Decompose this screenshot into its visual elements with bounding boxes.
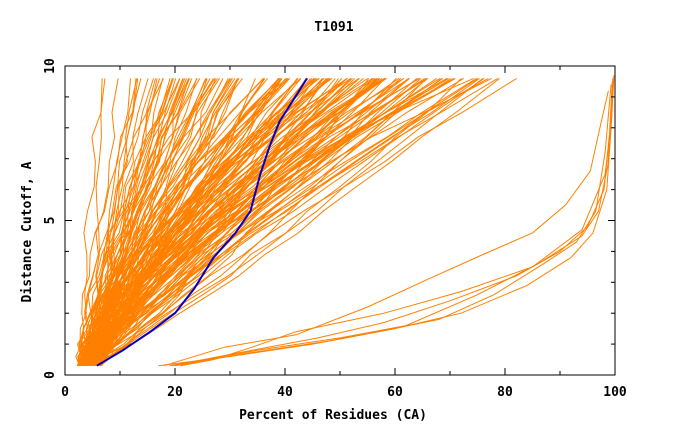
chart-title: T1091: [314, 20, 353, 35]
highlight-curve: [96, 77, 308, 367]
tick-labels: 0 20 40 60 80 100 0 5 10: [43, 58, 627, 400]
x-tick-label: 60: [387, 385, 403, 400]
x-tick-label: 20: [167, 385, 183, 400]
isolated-curve: [180, 75, 615, 367]
model-curve: [99, 78, 402, 366]
model-curve: [99, 77, 449, 366]
isolated-curve: [163, 90, 609, 367]
model-curve: [85, 78, 462, 367]
isolated-curve: [158, 84, 612, 367]
model-curve: [100, 77, 428, 366]
model-curve: [88, 78, 231, 366]
model-curve: [90, 77, 386, 366]
model-curve: [83, 78, 154, 366]
model-curve: [90, 78, 184, 366]
model-curve: [93, 78, 211, 366]
y-axis-label: Distance Cutoff, A: [20, 161, 35, 302]
model-curve: [94, 78, 190, 366]
model-curve: [79, 78, 103, 366]
model-curve: [100, 78, 323, 366]
model-curves: [75, 77, 517, 367]
model-curve: [84, 78, 181, 366]
model-curve: [77, 78, 216, 366]
y-tick-label: 5: [43, 217, 58, 225]
model-curve: [83, 78, 302, 366]
model-curve: [93, 78, 207, 366]
isolated-curve: [174, 78, 614, 367]
y-tick-label: 0: [43, 371, 58, 379]
model-curve: [75, 78, 142, 366]
model-curve: [100, 78, 286, 366]
x-tick-label: 100: [603, 385, 627, 400]
x-tick-label: 40: [277, 385, 293, 400]
model-curve: [82, 78, 181, 366]
axis-ticks: [64, 65, 616, 376]
highlighted-curve: [96, 77, 308, 367]
y-tick-label: 10: [43, 58, 58, 74]
model-curve: [92, 78, 188, 366]
x-axis-label: Percent of Residues (CA): [239, 408, 427, 423]
x-tick-label: 80: [497, 385, 513, 400]
model-curve: [89, 78, 427, 367]
model-curve: [92, 78, 207, 367]
model-curve: [84, 78, 376, 367]
model-curve: [95, 77, 517, 367]
x-tick-label: 0: [61, 385, 69, 400]
isolated-curves: [158, 75, 615, 367]
model-curve: [80, 77, 474, 366]
model-curve: [82, 78, 484, 367]
